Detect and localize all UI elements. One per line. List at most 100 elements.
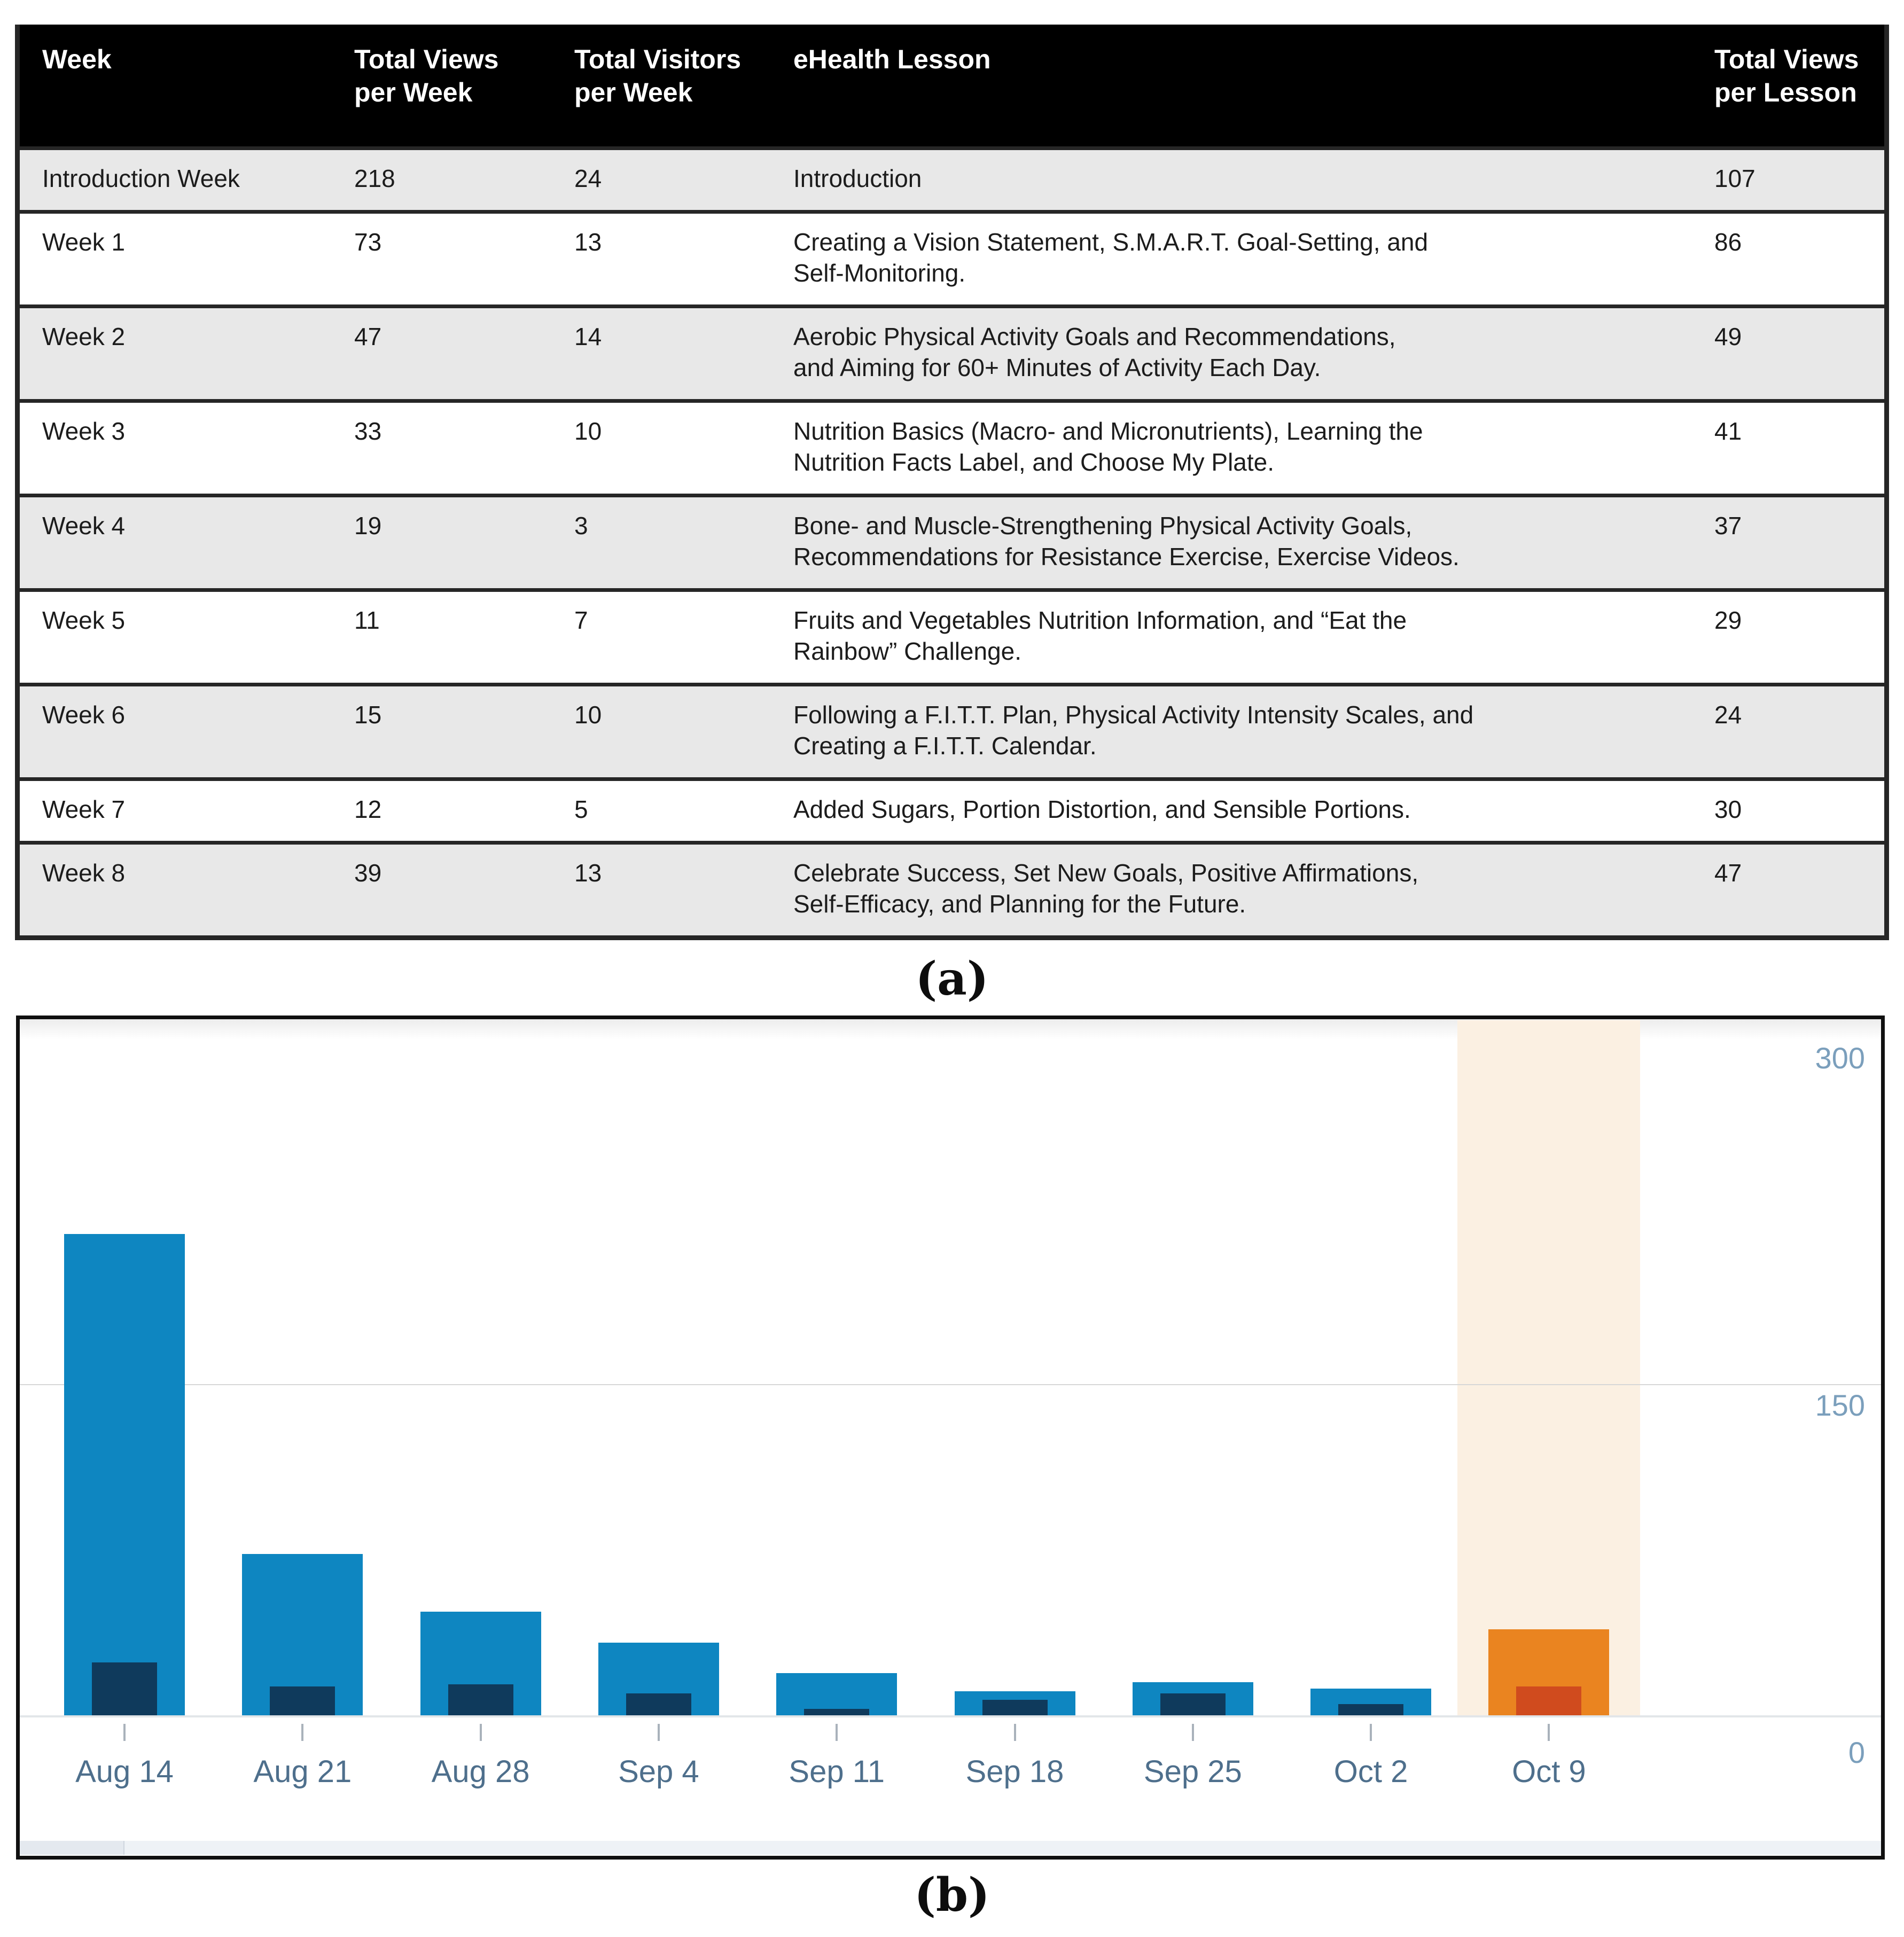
table-row: Week 4 19 3 Bone- and Muscle-Strengtheni… xyxy=(20,494,1884,588)
col-header-views-per-week: Total Views per Week xyxy=(354,44,499,107)
views-per-lesson-cell: 86 xyxy=(1714,228,1742,256)
table-row: Week 1 73 13 Creating a Vision Statement… xyxy=(20,210,1884,304)
views-per-lesson-cell: 49 xyxy=(1714,323,1742,350)
x-axis-label: Sep 11 xyxy=(789,1754,885,1789)
visitors-per-week-cell: 3 xyxy=(574,512,588,540)
lesson-cell: Following a F.I.T.T. Plan, Physical Acti… xyxy=(793,701,1474,760)
lesson-cell: Nutrition Basics (Macro- and Micronutrie… xyxy=(793,417,1423,476)
views-visitors-bar-chart: 300 150 0 Aug 14 Aug 21 Aug 28 Sep 4 Sep 11 Sep … xyxy=(16,1016,1885,1860)
lesson-cell: Creating a Vision Statement, S.M.A.R.T. … xyxy=(793,228,1429,287)
caption-b: (b) xyxy=(914,1868,990,1922)
table-row: Week 3 33 10 Nutrition Basics (Macro- an… xyxy=(20,399,1884,494)
visitors-per-week-cell: 13 xyxy=(574,228,602,256)
visitors-per-week-cell: 5 xyxy=(574,795,588,823)
views-per-week-cell: 33 xyxy=(354,417,382,445)
x-axis-tick xyxy=(1191,1724,1194,1741)
visitors-bar[interactable] xyxy=(448,1684,513,1715)
lesson-cell: Added Sugars, Portion Distortion, and Se… xyxy=(793,795,1411,823)
table-row: Week 7 12 5 Added Sugars, Portion Distor… xyxy=(20,777,1884,841)
visitors-per-week-cell: 24 xyxy=(574,165,602,192)
x-axis-tick xyxy=(836,1724,838,1741)
lesson-cell: Introduction xyxy=(793,165,922,192)
lesson-cell: Aerobic Physical Activity Goals and Reco… xyxy=(793,323,1396,381)
x-axis-tick xyxy=(657,1724,660,1741)
week-cell: Week 8 xyxy=(42,859,126,887)
caption-a: (a) xyxy=(915,952,989,1006)
week-cell: Week 2 xyxy=(42,323,126,350)
views-per-lesson-cell: 37 xyxy=(1714,512,1742,540)
views-per-lesson-cell: 24 xyxy=(1714,701,1742,729)
views-per-lesson-cell: 107 xyxy=(1714,165,1755,192)
weekly-stats-table: Week Total Views per Week Total Visitors… xyxy=(15,25,1889,940)
x-axis-tick xyxy=(301,1724,304,1741)
x-axis-label: Oct 2 xyxy=(1333,1754,1408,1789)
table-row: Week 2 47 14 Aerobic Physical Activity G… xyxy=(20,304,1884,399)
table-row: Week 5 11 7 Fruits and Vegetables Nutrit… xyxy=(20,588,1884,683)
visitors-bar[interactable] xyxy=(92,1662,157,1715)
x-axis-tick xyxy=(479,1724,482,1741)
plot-area: 300 150 0 Aug 14 Aug 21 Aug 28 Sep 4 Sep 11 Sep … xyxy=(20,1019,1881,1856)
visitors-bar[interactable] xyxy=(626,1693,691,1715)
views-per-week-cell: 218 xyxy=(354,165,395,192)
visitors-bar[interactable] xyxy=(1160,1693,1226,1715)
col-header-visitors-per-week: Total Visitors per Week xyxy=(574,44,742,107)
table-row: Introduction Week 218 24 Introduction 10… xyxy=(20,146,1884,210)
col-header-week: Week xyxy=(42,44,112,74)
views-per-week-cell: 47 xyxy=(354,323,382,350)
x-axis-label: Oct 9 xyxy=(1512,1754,1586,1789)
views-per-week-cell: 12 xyxy=(354,795,382,823)
views-per-week-cell: 19 xyxy=(354,512,382,540)
col-header-views-per-lesson: Total Views per Lesson xyxy=(1714,44,1859,107)
visitors-bar[interactable] xyxy=(1338,1704,1404,1715)
week-cell: Introduction Week xyxy=(42,165,240,192)
visitors-per-week-cell: 13 xyxy=(574,859,602,887)
visitors-per-week-cell: 10 xyxy=(574,417,602,445)
x-axis-baseline xyxy=(20,1715,1881,1717)
views-per-week-cell: 39 xyxy=(354,859,382,887)
visitors-bar[interactable] xyxy=(804,1708,870,1715)
y-axis-label: 300 xyxy=(1815,1041,1865,1075)
chart-scrollbar-thumb[interactable] xyxy=(20,1841,124,1855)
x-axis-tick xyxy=(1370,1724,1372,1741)
views-bar[interactable] xyxy=(776,1673,898,1715)
col-header-ehealth-lesson: eHealth Lesson xyxy=(793,44,991,74)
gridline-150 xyxy=(20,1384,1881,1385)
y-axis-label: 150 xyxy=(1815,1388,1865,1422)
lesson-cell: Bone- and Muscle-Strengthening Physical … xyxy=(793,512,1460,571)
visitors-bar[interactable] xyxy=(1516,1686,1582,1715)
lesson-cell: Celebrate Success, Set New Goals, Positi… xyxy=(793,859,1419,918)
views-per-lesson-cell: 47 xyxy=(1714,859,1742,887)
x-axis-tick xyxy=(1548,1724,1550,1741)
table-body: Introduction Week 218 24 Introduction 10… xyxy=(20,146,1884,935)
x-axis-label: Aug 14 xyxy=(75,1754,174,1789)
visitors-per-week-cell: 7 xyxy=(574,606,588,634)
x-axis-label: Sep 4 xyxy=(618,1754,699,1789)
week-cell: Week 4 xyxy=(42,512,126,540)
chart-scrollbar[interactable] xyxy=(20,1841,1881,1855)
views-per-week-cell: 11 xyxy=(354,606,380,634)
table-row: Week 8 39 13 Celebrate Success, Set New … xyxy=(20,841,1884,935)
x-axis-label: Sep 25 xyxy=(1143,1754,1242,1789)
views-per-lesson-cell: 30 xyxy=(1714,795,1742,823)
x-axis-label: Sep 18 xyxy=(965,1754,1064,1789)
visitors-bar[interactable] xyxy=(982,1700,1048,1715)
views-per-lesson-cell: 41 xyxy=(1714,417,1742,445)
week-cell: Week 3 xyxy=(42,417,126,445)
x-axis-label: Aug 21 xyxy=(253,1754,352,1789)
y-axis-label: 0 xyxy=(1848,1736,1865,1769)
week-cell: Week 5 xyxy=(42,606,126,634)
highlight-band xyxy=(1457,1020,1641,1715)
x-axis-tick xyxy=(1013,1724,1016,1741)
views-bar[interactable] xyxy=(64,1233,185,1715)
views-per-week-cell: 15 xyxy=(354,701,382,729)
week-cell: Week 6 xyxy=(42,701,126,729)
visitors-bar[interactable] xyxy=(270,1686,335,1715)
lesson-cell: Fruits and Vegetables Nutrition Informat… xyxy=(793,606,1407,665)
x-axis-label: Aug 28 xyxy=(431,1754,530,1789)
views-per-week-cell: 73 xyxy=(354,228,382,256)
table-row: Week 6 15 10 Following a F.I.T.T. Plan, … xyxy=(20,683,1884,777)
week-cell: Week 7 xyxy=(42,795,126,823)
visitors-per-week-cell: 14 xyxy=(574,323,602,350)
visitors-per-week-cell: 10 xyxy=(574,701,602,729)
views-per-lesson-cell: 29 xyxy=(1714,606,1742,634)
